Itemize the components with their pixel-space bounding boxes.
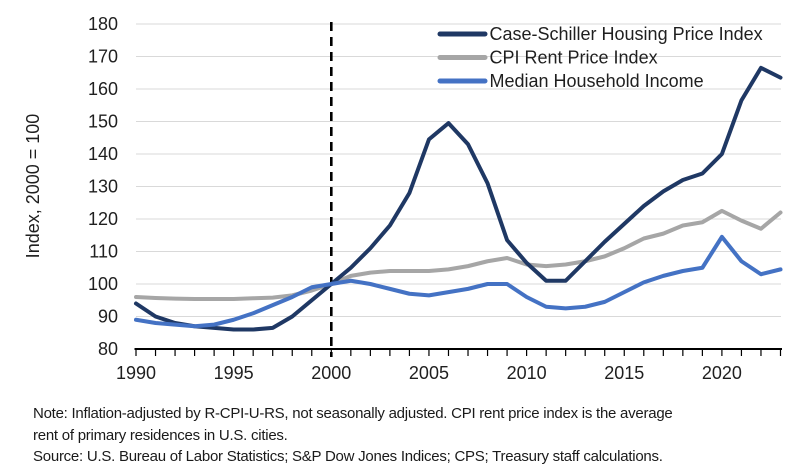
x-tick-label-2010: 2010	[507, 363, 547, 383]
x-tick-label-1990: 1990	[116, 363, 156, 383]
y-tick-label-130: 130	[88, 177, 118, 197]
y-tick-label-140: 140	[88, 144, 118, 164]
chart-notes: Note: Inflation-adjusted by R-CPI-U-RS, …	[33, 403, 793, 468]
x-tick-label-2020: 2020	[702, 363, 742, 383]
y-tick-label-80: 80	[98, 339, 118, 359]
x-tick-label-2015: 2015	[604, 363, 644, 383]
y-tick-label-170: 170	[88, 47, 118, 67]
y-tick-label-110: 110	[89, 242, 118, 262]
x-tick-label-2005: 2005	[409, 363, 449, 383]
source-line: Source: U.S. Bureau of Labor Statistics;…	[33, 448, 663, 465]
x-tick-label-1995: 1995	[214, 363, 254, 383]
y-tick-label-100: 100	[88, 274, 118, 294]
y-tick-label-180: 180	[88, 14, 118, 34]
legend-label-case-schiller-housing-price-index: Case-Schiller Housing Price Index	[490, 24, 763, 44]
x-tick-label-2000: 2000	[311, 363, 351, 383]
series-line-case-schiller-housing-price-index	[134, 65, 783, 332]
y-tick-label-90: 90	[98, 307, 118, 327]
legend-label-cpi-rent-price-index: CPI Rent Price Index	[490, 48, 658, 68]
y-tick-label-160: 160	[88, 79, 118, 99]
y-tick-label-150: 150	[88, 112, 118, 132]
note-line-2: rent of primary residences in U.S. citie…	[33, 426, 288, 444]
note-line-1: Note: Inflation-adjusted by R-CPI-U-RS, …	[33, 405, 673, 422]
legend-label-median-household-income: Median Household Income	[490, 71, 704, 91]
chart-layers: 80 90 100 110 120 130 140 150 160 170 180 1990 1995 2…	[88, 14, 783, 383]
y-tick-label-120: 120	[88, 209, 118, 229]
series-line-median-household-income	[134, 234, 783, 329]
series-line-cpi-rent-price-index	[134, 208, 783, 301]
chart-canvas: 80 90 100 110 120 130 140 150 160 170 180 1990 1995 2…	[23, 14, 783, 383]
y-axis-title: Index, 2000 = 100	[23, 114, 43, 259]
